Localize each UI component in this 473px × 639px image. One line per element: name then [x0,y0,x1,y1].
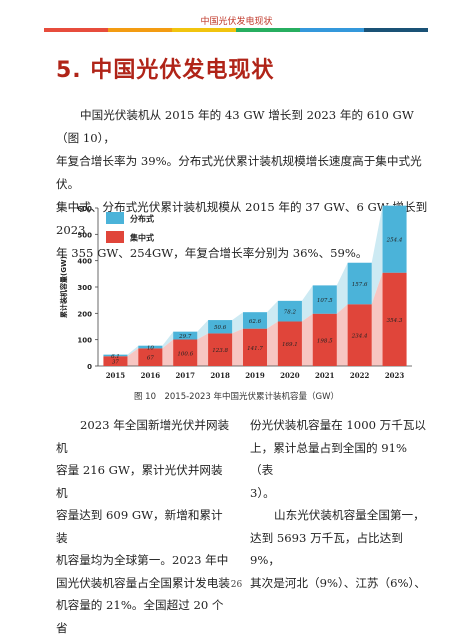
body-right-line: 其次是河北（9%）、江苏（6%）、 [250,575,426,590]
intro-line-3: 集中式、分布式光伏累计装机规模从 2015 年的 37 GW、6 GW 增长到 … [56,200,428,237]
centralized-bar [173,339,198,366]
x-tick-label: 2017 [175,371,195,380]
distributed-bar [103,354,128,357]
legend-label-distributed: 分布式 [130,214,154,224]
body-right-line: 山东光伏装机容量全国第一， [274,508,425,522]
centralized-bar [243,328,267,366]
body-left-line: 机容量的 21%。全国超过 20 个省 [56,598,224,635]
x-tick-label: 2022 [350,371,370,380]
color-stripe [236,28,300,32]
centralized-bar [138,348,163,366]
y-tick-label: 100 [77,337,92,345]
centralized-bar [312,313,337,366]
body-left-line: 机容量均为全球第一。2023 年中 [56,553,229,567]
intro-line-1: 中国光伏装机从 2015 年的 43 GW 增长到 2023 年的 610 GW… [56,108,414,145]
y-tick-label: 400 [77,258,92,266]
centralized-value-label: 198.5 [317,338,333,344]
centralized-value-label: 234.4 [351,334,368,340]
body-left-line: 国光伏装机容量占全国累计发电装 [56,575,230,590]
legend-label-centralized: 集中式 [129,233,154,243]
distributed-value-label: 78.2 [284,310,297,316]
x-tick-label: 2019 [245,371,265,380]
distributed-bar [243,312,267,329]
distributed-bar [138,345,163,349]
distributed-bar [382,205,407,273]
color-stripe [108,28,172,32]
distributed-bar [347,262,372,305]
centralized-value-label: 37 [112,360,119,366]
body-right-line: 上，累计总量占到全国的 91%（表 [250,440,407,478]
centralized-bar [382,272,407,366]
running-header: 中国光伏发电现状 [200,17,273,27]
section-title: 5. 中国光伏发电现状 [56,58,275,83]
x-tick-label: 2018 [210,371,230,380]
y-tick-label: 500 [77,231,92,239]
body-left-line: 容量达到 609 GW，新增和累计装 [56,508,223,545]
distributed-bar [208,320,233,334]
x-tick-label: 2020 [280,371,300,380]
color-stripe [172,28,236,32]
y-axis-label: 累计装机容量(GW) [59,256,68,318]
page-number: 26 [230,580,243,590]
intro-line-2: 年复合增长率为 39%。分布式光伏累计装机规模增长速度高于集中式光伏。 [56,154,422,191]
intro-paragraph: 中国光伏装机从 2015 年的 43 GW 增长到 2023 年的 610 GW… [56,104,428,265]
x-tick-label: 2015 [106,371,126,380]
distributed-value-label: 29.7 [178,334,192,340]
header-color-bar [44,28,428,32]
y-tick-label: 600 [77,205,92,213]
y-tick-label: 300 [77,284,92,292]
distributed-value-label: 254.4 [386,238,403,244]
centralized-bar [208,333,233,366]
centralized-bar [347,304,372,366]
distributed-value-label: 6.1 [111,354,120,360]
body-right-line: 份光伏装机容量在 1000 万千瓦以 [250,418,427,432]
body-right-line: 达到 5693 万千瓦，占比达到 9%， [250,530,403,568]
y-tick-label: 0 [87,363,92,371]
distributed-value-label: 62.6 [249,319,262,325]
body-left-line: 容量 216 GW，累计光伏并网装机 [56,463,223,500]
distributed-value-label: 107.5 [317,298,333,304]
centralized-value-label: 100.6 [177,351,193,357]
legend-swatch-distributed [106,212,124,224]
color-stripe [300,28,364,32]
body-column-left: 2023 年全国新增光伏并网装机 容量 216 GW，累计光伏并网装机 容量达到… [56,414,231,639]
body-column-right: 份光伏装机容量在 1000 万千瓦以 上，累计总量占到全国的 91%（表 3）。… [250,414,428,594]
centralized-value-label: 123.8 [212,348,228,354]
capacity-chart: 0 100 200 300 400 500 600 累计装机容量(GW) 376.1 2015 67… [59,205,412,380]
distributed-value-label: 10 [147,346,154,352]
centralized-value-label: 354.3 [387,318,403,324]
color-stripe [44,28,108,32]
centralized-bar [277,321,302,366]
x-tick-label: 2021 [315,371,335,380]
x-tick-label: 2023 [385,371,405,380]
body-right-line: 3）。 [250,485,275,500]
distributed-value-label: 50.6 [214,325,227,331]
figure-caption: 图 10 2015-2023 年中国光伏累计装机容量（GW） [133,392,340,402]
centralized-value-label: 169.1 [282,342,298,348]
intro-line-4: 年 355 GW、254GW，年复合增长率分别为 36%、59%。 [56,246,368,260]
y-tick-label: 200 [77,310,92,318]
centralized-value-label: 67 [147,356,154,362]
legend-swatch-centralized [106,231,124,243]
body-left-line: 2023 年全国新增光伏并网装机 [56,418,230,455]
centralized-value-label: 141.7 [247,346,263,352]
centralized-bar [103,356,128,366]
color-stripe [364,28,428,32]
distributed-bar [173,331,198,340]
x-tick-label: 2016 [141,371,161,380]
distributed-bar [312,285,337,314]
distributed-value-label: 157.6 [352,282,368,288]
distributed-bar [277,300,302,322]
